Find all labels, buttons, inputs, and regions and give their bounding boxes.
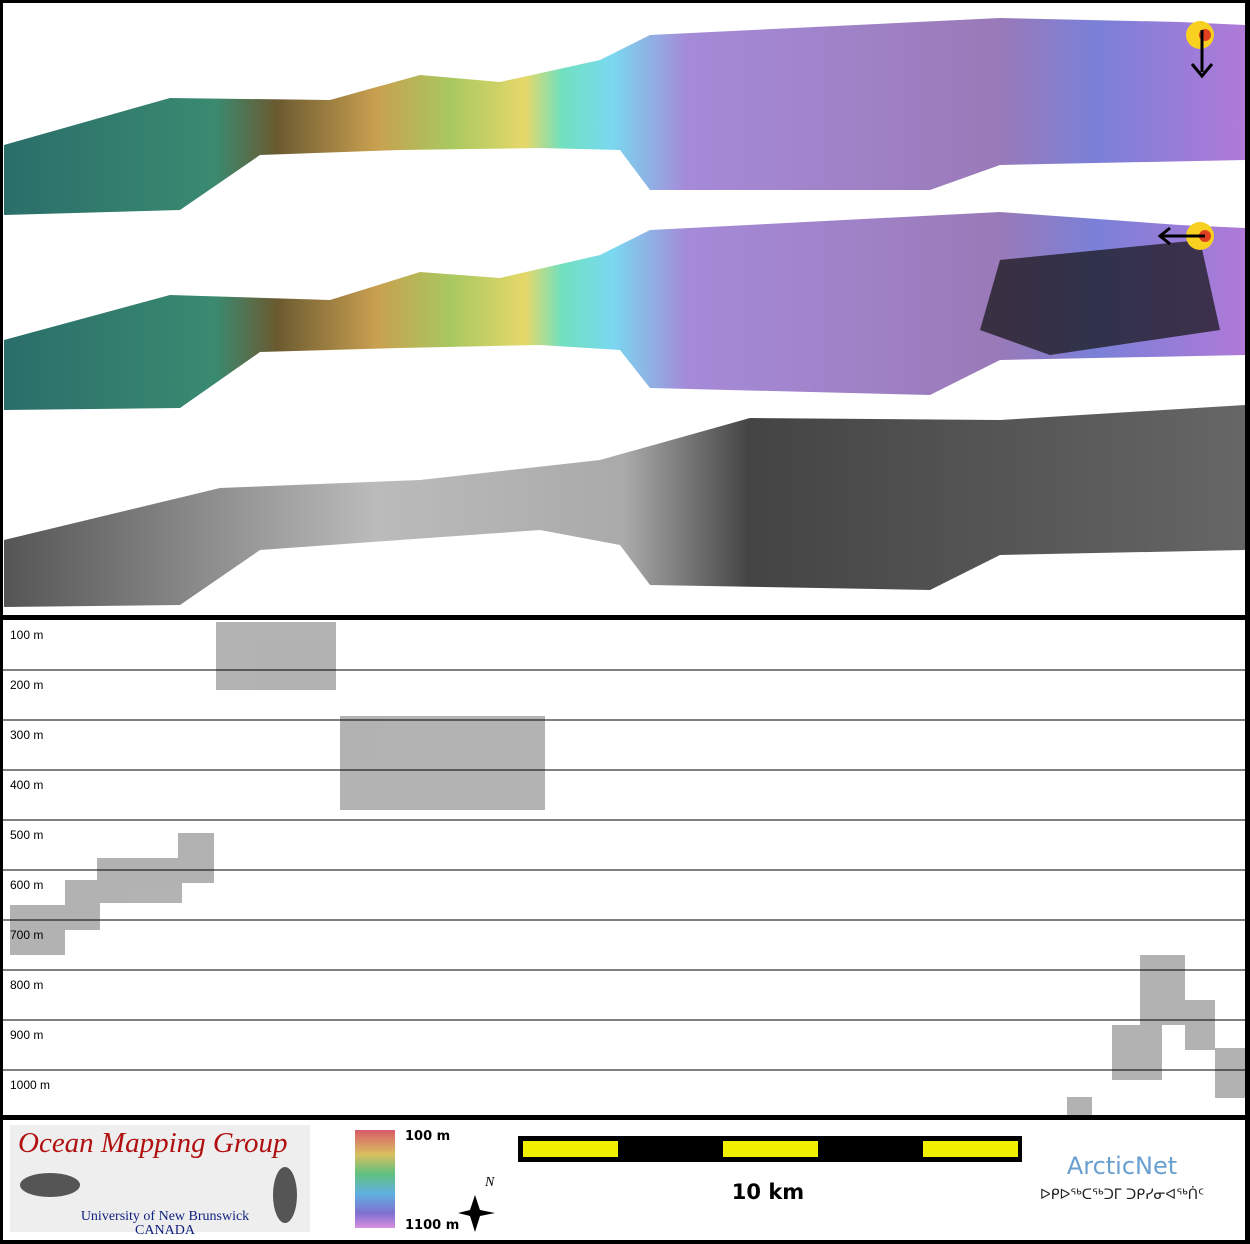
y-tick-label: 400 m bbox=[10, 778, 43, 792]
y-tick-label: 100 m bbox=[10, 628, 43, 642]
scale-segment bbox=[723, 1141, 818, 1157]
y-tick-label: 800 m bbox=[10, 978, 43, 992]
y-tick-label: 200 m bbox=[10, 678, 43, 692]
color-bar-top-label: 100 m bbox=[405, 1129, 450, 1144]
logo-fish bbox=[273, 1167, 297, 1223]
logo-university: University of New Brunswick bbox=[81, 1209, 249, 1224]
color-bar-bottom-label: 1100 m bbox=[405, 1218, 459, 1233]
y-tick-label: 600 m bbox=[10, 878, 43, 892]
shadow bbox=[980, 240, 1220, 355]
north-arrow bbox=[458, 1195, 495, 1232]
arcticnet-inuktitut: ᐅᑭᐅᖅᑕᖅᑐᒥ ᑐᑭᓯᓂᐊᖅᑏᑦ bbox=[1040, 1186, 1204, 1203]
y-tick-label: 1000 m bbox=[10, 1078, 50, 1092]
bathymetry-panel-1 bbox=[4, 18, 1245, 215]
arcticnet-logo: ArcticNet bbox=[1067, 1152, 1177, 1180]
y-tick-label: 700 m bbox=[10, 928, 43, 942]
y-tick-label: 300 m bbox=[10, 728, 43, 742]
sun-icon bbox=[1186, 21, 1214, 79]
sun-icon bbox=[1157, 222, 1214, 250]
sonar-profile bbox=[10, 622, 1245, 1115]
logo-title: Ocean Mapping Group bbox=[18, 1127, 288, 1159]
logo-country: CANADA bbox=[135, 1223, 196, 1238]
backscatter-panel bbox=[4, 405, 1245, 607]
color-bar bbox=[355, 1130, 395, 1228]
scale-segment bbox=[923, 1141, 1018, 1157]
bathymetry-panel-2 bbox=[4, 212, 1245, 410]
scale-segment bbox=[523, 1141, 618, 1157]
logo-ship bbox=[20, 1173, 80, 1197]
y-tick-label: 900 m bbox=[10, 1028, 43, 1042]
y-tick-label: 500 m bbox=[10, 828, 43, 842]
north-label: N bbox=[484, 1175, 495, 1190]
scale-label: 10 km bbox=[732, 1180, 804, 1204]
